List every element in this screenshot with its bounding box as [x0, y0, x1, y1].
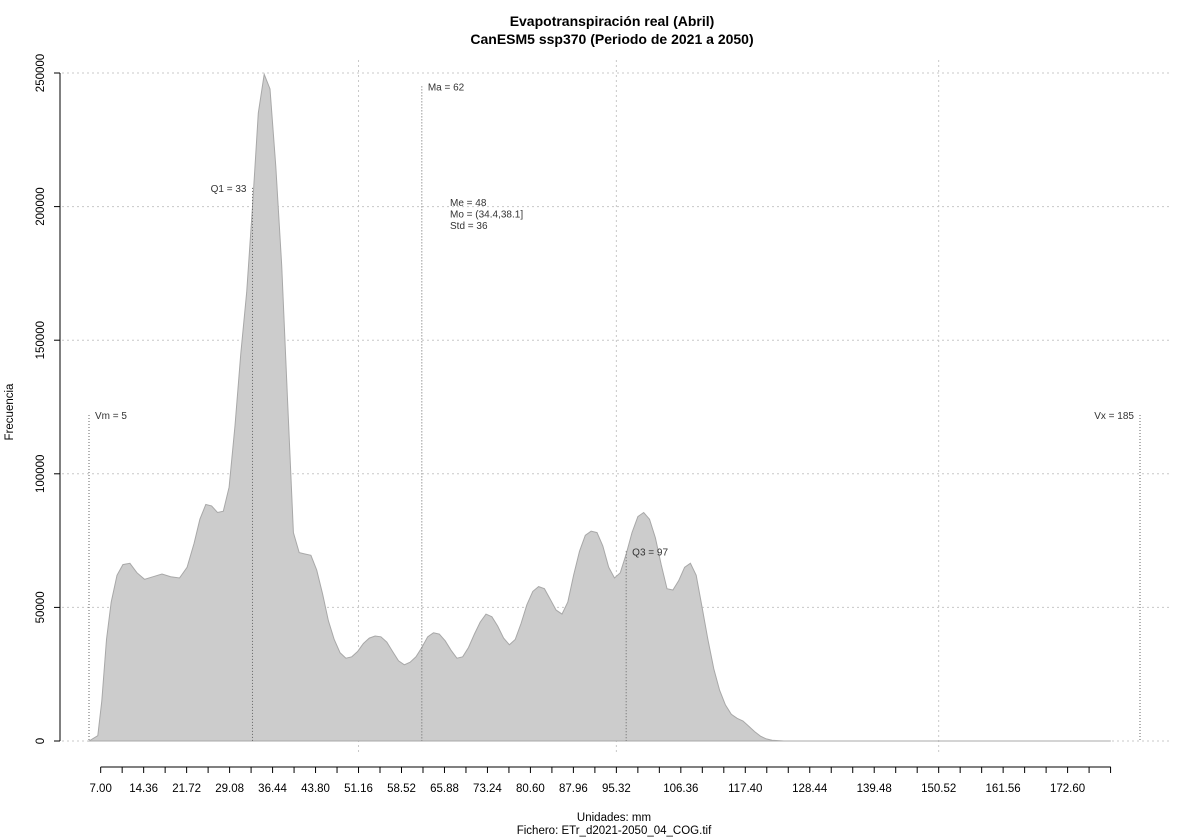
stats-line: Mo = (34.4,38.1] [450, 210, 523, 221]
y-tick-label: 150000 [35, 321, 47, 359]
x-tick-label: 128.44 [792, 783, 828, 795]
y-axis: 0 50000 100000 150000 200000 250000 [35, 54, 61, 744]
grid-lines [62, 60, 1170, 755]
x-tick-label: 161.56 [986, 783, 1021, 795]
chart-title: Evapotranspiración real (Abril) [510, 13, 715, 29]
x-tick-label: 150.52 [921, 783, 956, 795]
x-tick-label: 43.80 [301, 783, 330, 795]
x-tick-label: 73.24 [473, 783, 502, 795]
x-tick-label: 7.00 [89, 783, 111, 795]
file-footer: Fichero: ETr_d2021-2050_04_COG.tif [517, 825, 712, 837]
stats-line: Me = 48 [450, 198, 487, 209]
stat-label: Vm = 5 [95, 411, 127, 422]
stat-label: Q1 = 33 [211, 184, 247, 195]
x-tick-label: 65.88 [430, 783, 459, 795]
stat-label: Vx = 185 [1094, 411, 1134, 422]
x-tick-label: 14.36 [129, 783, 158, 795]
density-area [87, 72, 1111, 742]
y-tick-label: 50000 [35, 591, 47, 623]
x-axis-label: Unidades: mm [577, 812, 651, 824]
x-tick-label: 106.36 [663, 783, 698, 795]
x-tick-label: 29.08 [215, 783, 244, 795]
x-tick-label: 58.52 [387, 783, 416, 795]
stat-label: Q3 = 97 [632, 547, 668, 558]
x-tick-label: 117.40 [728, 783, 762, 795]
chart-subtitle: CanESM5 ssp370 (Periodo de 2021 a 2050) [470, 31, 753, 47]
x-tick-label: 87.96 [559, 783, 588, 795]
x-tick-label: 80.60 [516, 783, 545, 795]
x-tick-label: 139.48 [857, 783, 892, 795]
y-axis-label: Frecuencia [4, 383, 16, 440]
x-axis: 7.00 14.36 21.72 29.08 36.44 43.80 51.16 58.52 6… [89, 766, 1112, 795]
x-tick-label: 36.44 [258, 783, 287, 795]
x-tick-label: 172.60 [1050, 783, 1085, 795]
stat-lines: Vm = 5 Q1 = 33 Ma = 62 Q3 = 97 Vx = 185 [88, 82, 1141, 741]
y-tick-label: 0 [35, 738, 47, 744]
y-tick-label: 250000 [35, 54, 47, 92]
x-tick-label: 51.16 [344, 783, 373, 795]
stats-line: Std = 36 [450, 221, 488, 232]
x-tick-label: 21.72 [172, 783, 201, 795]
x-tick-label: 95.32 [602, 783, 631, 795]
y-tick-label: 200000 [35, 187, 47, 225]
y-tick-label: 100000 [35, 455, 47, 493]
density-polygon [87, 72, 1111, 742]
stat-label: Ma = 62 [428, 82, 465, 93]
